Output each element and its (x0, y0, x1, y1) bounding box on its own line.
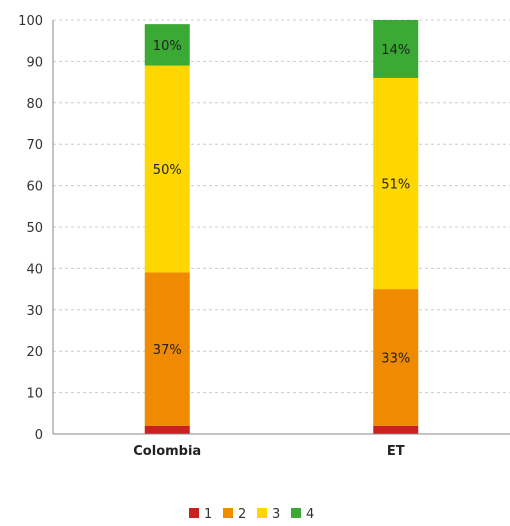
y-tick-label: 90 (26, 55, 43, 70)
legend-item-label[interactable]: 1 (204, 507, 212, 522)
x-category-label: Colombia (133, 444, 201, 459)
legend-swatch[interactable] (291, 508, 301, 518)
y-tick-label: 20 (26, 345, 43, 360)
data-label: 10% (153, 39, 182, 54)
y-tick-label: 30 (26, 304, 43, 319)
bar-segment-et-series-3 (373, 77, 419, 290)
legend-item-label[interactable]: 4 (306, 507, 314, 522)
data-labels: 37% 50% 10% 33% 51% 14% (153, 39, 410, 367)
data-label: 14% (381, 43, 410, 58)
y-tick-label: 60 (26, 180, 43, 195)
y-axis-ticks: 0 10 20 30 40 50 60 70 80 90 100 (18, 14, 43, 443)
legend-item-label[interactable]: 2 (238, 507, 246, 522)
y-tick-label: 40 (26, 262, 43, 277)
y-tick-label: 0 (35, 428, 43, 443)
data-label: 50% (153, 163, 182, 178)
y-tick-label: 100 (18, 14, 43, 29)
y-tick-label: 70 (26, 138, 43, 153)
legend-swatch[interactable] (257, 508, 267, 518)
gridlines (53, 19, 510, 394)
y-tick-label: 50 (26, 221, 43, 236)
x-axis-categories: Colombia ET (133, 444, 404, 459)
data-label: 33% (381, 351, 410, 366)
bar-segment-et-series-2 (373, 289, 419, 426)
bars (144, 20, 419, 434)
bar-segment-colombia-series-3 (144, 65, 190, 273)
bar-segment-et-series-1 (373, 425, 419, 434)
legend-swatch[interactable] (189, 508, 199, 518)
y-tick-label: 80 (26, 97, 43, 112)
bar-segment-colombia-series-1 (144, 425, 190, 434)
bar-segment-colombia-series-2 (144, 272, 190, 426)
data-label: 51% (381, 178, 410, 193)
legend-item-label[interactable]: 3 (272, 507, 280, 522)
y-tick-label: 10 (26, 387, 43, 402)
data-label: 37% (153, 343, 182, 358)
legend: 1 2 3 4 (189, 507, 314, 522)
legend-swatch[interactable] (223, 508, 233, 518)
bar-segment-colombia-series-4 (144, 24, 190, 66)
bar-segment-et-series-4 (373, 20, 419, 78)
x-category-label: ET (387, 444, 405, 459)
